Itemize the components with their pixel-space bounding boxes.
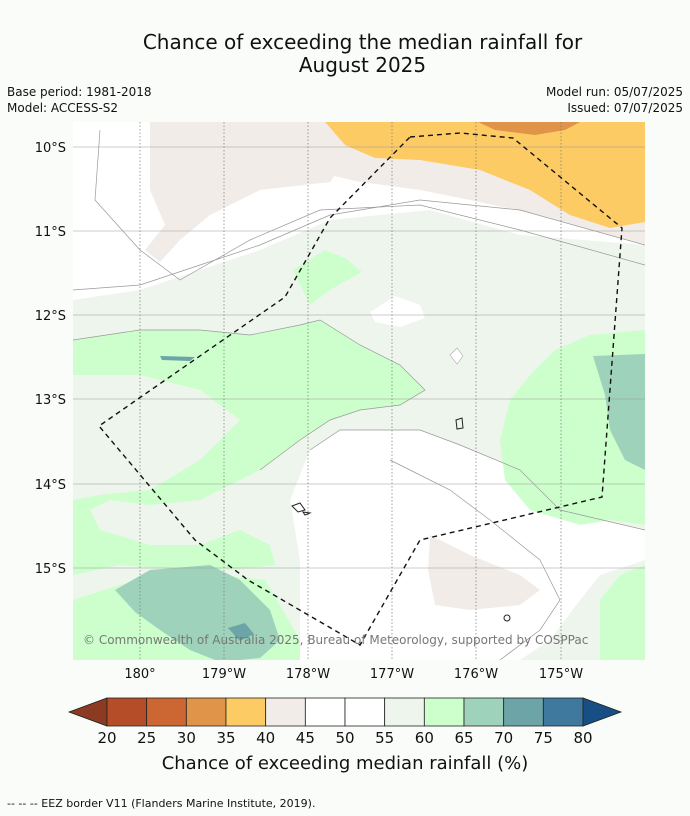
colorbar-tick-label: 50 xyxy=(335,729,355,747)
region-55-60-west-pocket xyxy=(73,375,240,500)
lon-label: 176°W xyxy=(454,667,498,682)
region-60-65-island xyxy=(293,250,362,305)
contour-lines xyxy=(73,129,645,660)
islands xyxy=(291,417,511,622)
region-70-75-strip xyxy=(160,356,195,361)
footnote: -- -- -- EEZ border V11 (Flanders Marine… xyxy=(7,797,316,810)
colorbar-tick-label: 30 xyxy=(176,729,196,747)
colorbar-tick-label: 70 xyxy=(494,729,514,747)
meta-right: Model run: 05/07/2025 Issued: 07/07/2025 xyxy=(546,84,683,116)
lon-label: 175°W xyxy=(539,667,583,682)
title-line-1: Chance of exceeding the median rainfall … xyxy=(142,30,583,54)
chart-title: Chance of exceeding the median rainfall … xyxy=(0,31,690,77)
region-50-55-small xyxy=(370,296,425,327)
region-60-65-se xyxy=(600,565,645,660)
copyright-notice: © Commonwealth of Australia 2025, Bureau… xyxy=(83,633,589,647)
lon-label: 180° xyxy=(124,667,155,682)
colorbar-tick-label: 25 xyxy=(137,729,157,747)
lat-label: 13°S xyxy=(35,393,66,408)
lat-label: 11°S xyxy=(35,225,66,240)
island-small-1 xyxy=(301,511,312,516)
colorbar-tick-label: 75 xyxy=(533,729,553,747)
colorbar-segment xyxy=(225,697,267,727)
island-wallis xyxy=(291,502,306,513)
graticule xyxy=(73,146,645,569)
colorbar-tick-label: 55 xyxy=(375,729,395,747)
colorbar-segment xyxy=(185,697,227,727)
region-50-55-south xyxy=(290,430,645,660)
meridians xyxy=(139,122,562,660)
colorbar-segment xyxy=(344,697,386,727)
lat-label: 12°S xyxy=(35,309,66,324)
colorbar-label: Chance of exceeding median rainfall (%) xyxy=(161,753,529,774)
colorbar-segment xyxy=(106,697,148,727)
colorbar-tick-label: 35 xyxy=(216,729,236,747)
lon-label: 178°W xyxy=(286,667,330,682)
lat-label: 15°S xyxy=(35,562,66,577)
title-line-2: August 2025 xyxy=(298,53,427,77)
colorbar-tick-label: 45 xyxy=(295,729,315,747)
colorbar-segment xyxy=(423,697,465,727)
region-45-50-nw xyxy=(145,122,345,262)
colorbar-tick-label: 20 xyxy=(97,729,117,747)
lat-label: 10°S xyxy=(35,141,66,156)
colorbar-ticks: 20 25 30 35 40 45 50 55 60 65 70 75 80 xyxy=(0,729,690,749)
region-65-70-east xyxy=(593,354,645,470)
colorbar-arrow-low xyxy=(67,697,108,727)
island-small-2 xyxy=(455,417,464,430)
small-white-patch xyxy=(449,347,464,365)
colorbar-segment xyxy=(384,697,425,727)
lat-label: 14°S xyxy=(35,478,66,493)
model-run: Model run: 05/07/2025 xyxy=(545,85,683,99)
island-small-3 xyxy=(503,614,511,622)
colorbar-tick-label: 60 xyxy=(414,729,434,747)
colorbar-segment xyxy=(542,697,584,727)
colorbar-tick-label: 80 xyxy=(573,729,593,747)
lat-labels: 10°S 11°S 12°S 13°S 14°S 15°S xyxy=(35,141,66,577)
model-name: Model: ACCESS-S2 xyxy=(7,101,119,115)
lon-labels: 180° 179°W 178°W 177°W 176°W 175°W xyxy=(124,667,583,682)
colorbar-segment xyxy=(463,697,505,727)
region-35-40 xyxy=(325,122,645,228)
map-fill-layers xyxy=(73,122,645,660)
issued-date: Issued: 07/07/2025 xyxy=(567,101,683,115)
region-45-50-s xyxy=(428,535,540,610)
colorbar xyxy=(67,697,623,727)
colorbar-segment xyxy=(146,697,187,727)
colorbar-segment xyxy=(265,697,306,727)
region-30-35 xyxy=(478,122,580,135)
colorbar-tick-label: 40 xyxy=(256,729,276,747)
lon-label: 177°W xyxy=(370,667,414,682)
colorbar-segment xyxy=(304,697,346,727)
meta-left: Base period: 1981-2018 Model: ACCESS-S2 xyxy=(7,84,152,116)
eez-border xyxy=(97,132,623,646)
region-70-75 xyxy=(228,623,254,641)
colorbar-arrow-high xyxy=(582,697,623,727)
lon-label: 179°W xyxy=(202,667,246,682)
base-period: Base period: 1981-2018 xyxy=(7,85,152,99)
colorbar-tick-label: 65 xyxy=(454,729,474,747)
colorbar-segment xyxy=(503,697,544,727)
